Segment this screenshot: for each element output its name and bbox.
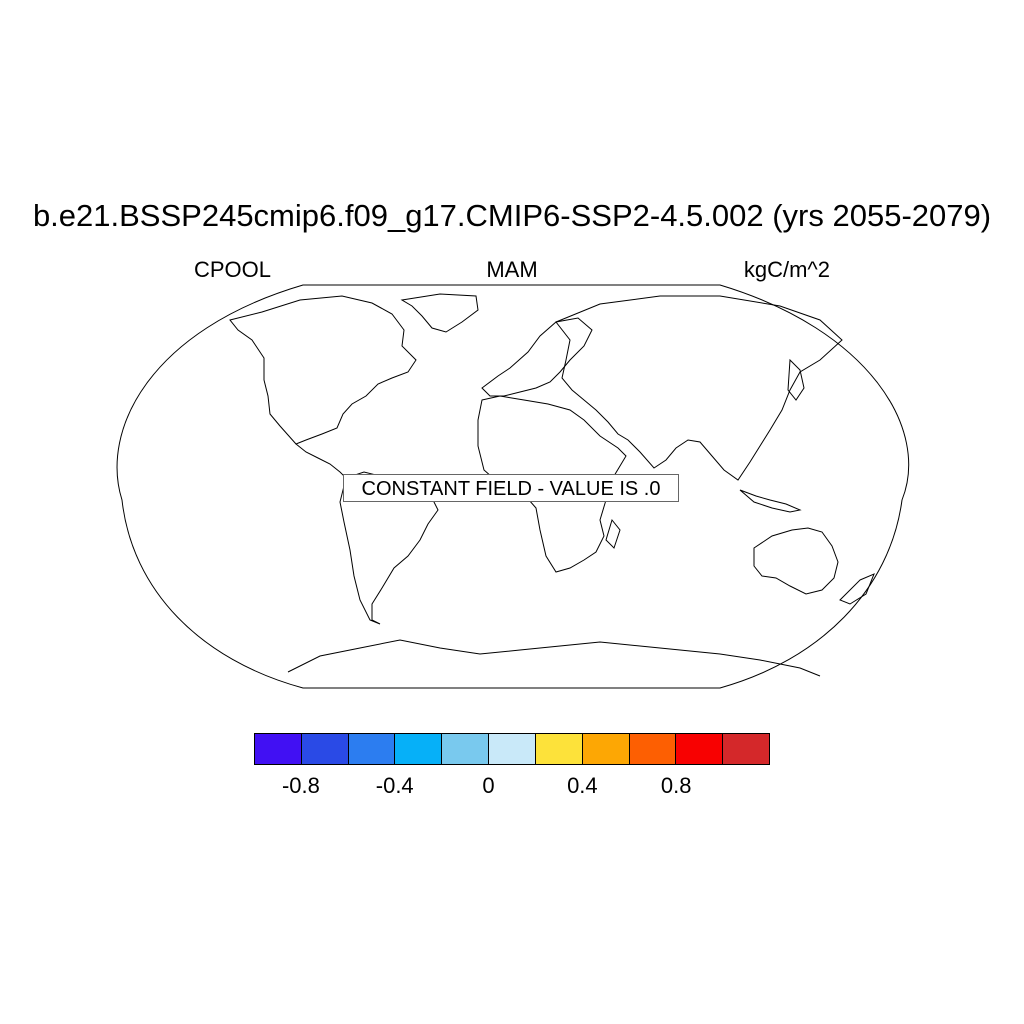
colorbar-tick-labels: -0.8 -0.4 0 0.4 0.8	[254, 772, 770, 802]
colorbar-box	[348, 734, 396, 764]
central-america-coastline	[295, 443, 347, 479]
madagascar-coastline	[605, 518, 621, 549]
north-america-coastline	[229, 295, 417, 445]
asia-coastline	[555, 295, 843, 481]
colorbar-tick-label: 0	[482, 773, 495, 798]
greenland-coastline	[400, 293, 479, 333]
antarctica-coastline	[287, 639, 821, 677]
colorbar-box	[629, 734, 677, 764]
japan-coastline	[787, 358, 805, 401]
colorbar-box	[489, 734, 536, 764]
australia-coastline	[753, 527, 839, 595]
colorbar-tick-label: -0.4	[375, 773, 414, 798]
colorbar-box	[676, 734, 724, 764]
colorbar-box	[723, 734, 769, 764]
constant-field-message: CONSTANT FIELD - VALUE IS .0	[343, 474, 679, 502]
colorbar-box	[442, 734, 490, 764]
new-zealand-coastline	[839, 573, 875, 605]
colorbar-tick-label: 0.8	[660, 773, 692, 798]
units-label: kgC/m^2	[743, 257, 830, 282]
indonesia-coastline	[739, 489, 802, 513]
colorbar-box	[395, 734, 443, 764]
plot-title: b.e21.BSSP245cmip6.f09_g17.CMIP6-SSP2-4.…	[32, 198, 992, 233]
colorbar	[254, 733, 770, 765]
colorbar-tick-label: 0.4	[567, 773, 598, 798]
colorbar-tick-label: -0.8	[281, 773, 320, 798]
colorbar-box	[535, 734, 583, 764]
variable-label: CPOOL	[194, 257, 272, 282]
colorbar-box	[582, 734, 630, 764]
map-boundary	[116, 284, 910, 689]
season-label: MAM	[486, 257, 538, 282]
europe-coastline	[481, 317, 593, 397]
colorbar-box	[255, 734, 302, 764]
colorbar-box	[301, 734, 349, 764]
